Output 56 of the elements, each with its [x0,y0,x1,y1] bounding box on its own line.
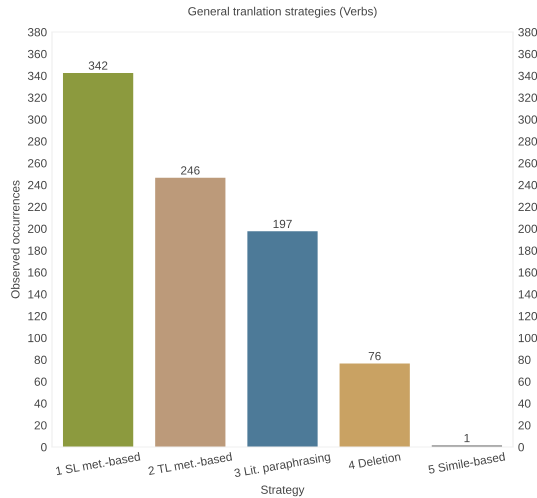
y-tick-label: 0 [41,443,47,452]
y-tick-label: 180 [28,246,47,255]
chart-title: General tranlation strategies (Verbs) [188,6,377,18]
y-tick-label: 80 [34,356,47,364]
y2-tick-label: 360 [518,50,537,58]
y-tick-label: 260 [28,159,47,168]
bar [247,231,318,447]
y-axis-title: Observed occurrences [10,180,20,298]
data-label: 342 [88,61,108,70]
y-tick-label: 360 [28,50,47,58]
x-tick-label: 5 Simile-based [428,452,506,474]
y2-tick-label: 380 [518,28,537,36]
y2-tick-label: 160 [518,268,537,277]
y-tick-label: 340 [28,72,47,80]
data-label: 197 [274,220,292,228]
y2-tick-label: 280 [518,137,537,146]
y-tick-label: 240 [28,180,47,190]
data-label: 246 [181,166,200,175]
y-tick-label: 200 [28,224,47,233]
y2-tick-label: 80 [518,356,531,364]
y-tick-label: 140 [28,290,47,298]
y-tick-label: 60 [34,378,47,386]
y2-tick-label: 100 [518,334,537,342]
y-tick-label: 380 [28,28,47,36]
y2-tick-label: 180 [518,246,537,255]
y2-tick-label: 300 [518,115,537,124]
y2-tick-label: 200 [518,224,537,233]
y2-tick-label: 40 [518,399,531,408]
y2-tick-label: 220 [518,202,537,212]
x-tick-label: 4 Deletion [348,452,401,470]
y-tick-label: 280 [28,137,47,146]
y2-tick-label: 240 [518,180,537,190]
y-tick-label: 300 [28,115,47,124]
y-tick-label: 220 [28,202,47,212]
x-tick-label: 2 TL met.-based [148,452,232,476]
bar [155,178,226,447]
y2-tick-label: 20 [518,421,531,430]
y2-tick-label: 260 [518,159,537,168]
y-tick-label: 160 [28,268,47,277]
y2-tick-label: 0 [518,443,524,452]
y-tick-label: 40 [34,399,47,408]
x-axis-title: Strategy [261,486,304,496]
y-tick-label: 320 [28,94,47,102]
y-tick-label: 120 [28,312,47,320]
bar [340,363,410,447]
y2-tick-label: 340 [518,72,537,80]
data-label: 76 [368,352,381,360]
y-tick-label: 20 [34,421,47,430]
data-label: 1 [464,434,470,442]
y2-tick-label: 320 [518,94,537,102]
bar [62,72,134,447]
y2-tick-label: 140 [518,290,537,298]
y2-tick-label: 120 [518,312,537,320]
y2-tick-label: 60 [518,378,531,386]
y-tick-label: 100 [28,334,47,342]
x-tick-label: 1 SL met.-based [56,452,140,476]
